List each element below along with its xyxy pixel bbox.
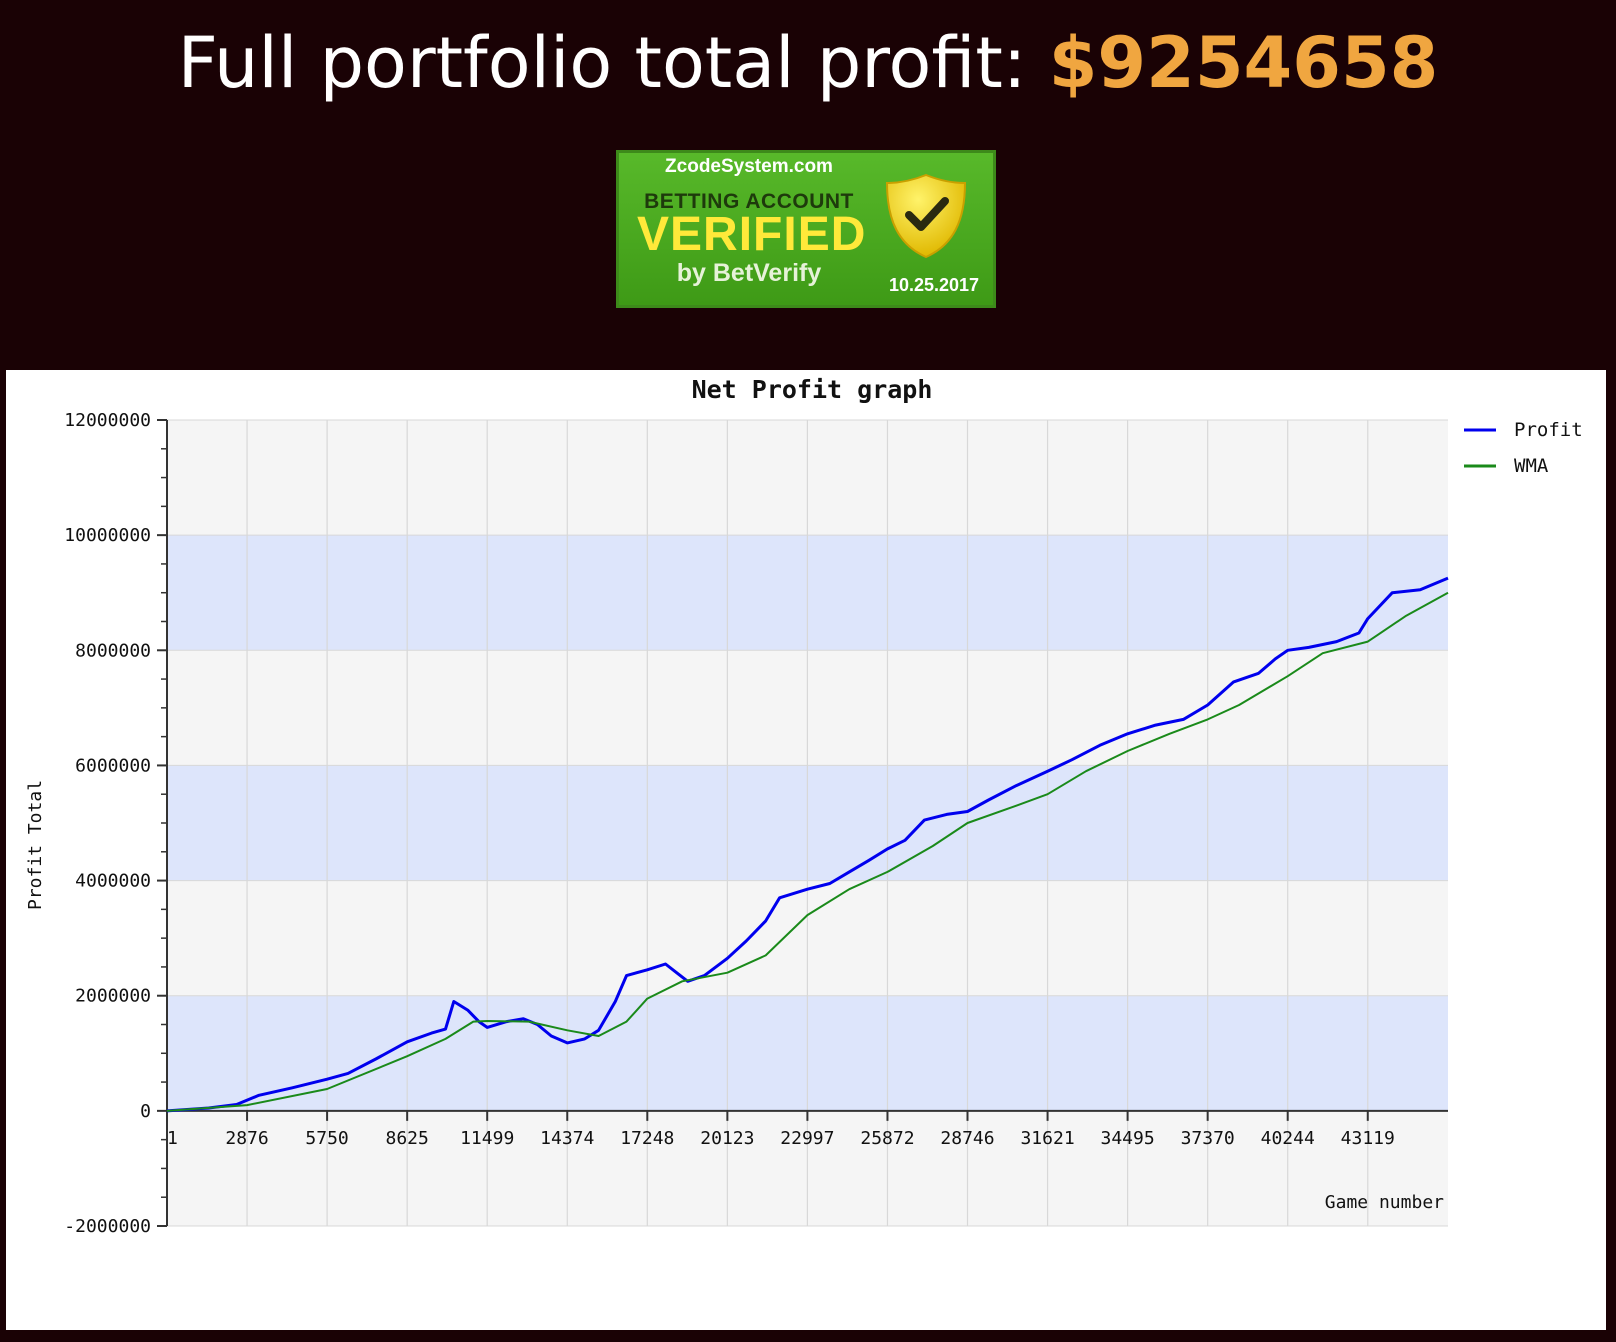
x-tick-label: 14374: [540, 1128, 594, 1149]
headline-amount: $9254658: [1048, 22, 1439, 104]
x-tick-label: 40244: [1261, 1128, 1315, 1149]
x-tick-label: 43119: [1341, 1128, 1395, 1149]
legend-label: Profit: [1514, 419, 1583, 441]
x-axis-label: Game number: [1325, 1192, 1444, 1213]
chart-panel: 12000000 10000000 8000000 6000000 4000000 200…: [6, 370, 1606, 1330]
x-tick-label: 8625: [385, 1128, 428, 1149]
badge-site: ZcodeSystem.com: [665, 156, 833, 177]
x-tick-label: 31621: [1020, 1128, 1074, 1149]
badge-date: 10.25.2017: [888, 275, 980, 295]
y-tick-label: 6000000: [75, 755, 151, 776]
x-tick-label: 28746: [940, 1128, 994, 1149]
plot-lines: [166, 576, 1449, 1113]
y-tick-label: 12000000: [64, 410, 151, 431]
x-tick-label: 37370: [1181, 1128, 1235, 1149]
badge-verified-label: VERIFIED: [637, 208, 867, 261]
y-tick-label: 2000000: [75, 986, 151, 1007]
chart-title: Net Profit graph: [692, 375, 933, 404]
y-tick-label: 8000000: [75, 640, 151, 661]
x-tick-label: 11499: [460, 1128, 514, 1149]
badge-by-label: by BetVerify: [676, 259, 822, 287]
x-tick-label: 22997: [780, 1128, 834, 1149]
x-tick-label: 17248: [620, 1128, 674, 1149]
verification-badge[interactable]: ZcodeSystem.com BETTING ACCOUNT VERIFIED…: [616, 150, 996, 308]
headline: Full portfolio total profit: $9254658: [0, 22, 1616, 104]
shield-check-icon: [885, 173, 967, 259]
series-line-profit: [166, 576, 1449, 1113]
badge-account-label: BETTING ACCOUNT: [644, 190, 854, 213]
x-tick-label: 20123: [700, 1128, 754, 1149]
y-tick-label: 4000000: [75, 871, 151, 892]
x-tick-label: 2876: [225, 1128, 268, 1149]
legend-label: WMA: [1514, 455, 1549, 477]
x-tick-label: 1: [167, 1128, 178, 1149]
x-tick-label: 25872: [860, 1128, 914, 1149]
y-axis-label: Profit Total: [25, 780, 46, 910]
plot-ticks: 12000000 10000000 8000000 6000000 4000000 200…: [64, 410, 1395, 1237]
x-tick-label: 34495: [1101, 1128, 1155, 1149]
net-profit-chart: 12000000 10000000 8000000 6000000 4000000 200…: [25, 375, 1583, 1237]
chart-legend: Profit WMA: [1464, 419, 1583, 477]
y-tick-label: 10000000: [64, 525, 151, 546]
series-line-wma: [166, 591, 1449, 1112]
headline-label: Full portfolio total profit:: [177, 22, 1049, 104]
y-tick-label: 0: [140, 1101, 151, 1122]
y-tick-label: -2000000: [64, 1216, 151, 1237]
x-tick-label: 5750: [305, 1128, 348, 1149]
